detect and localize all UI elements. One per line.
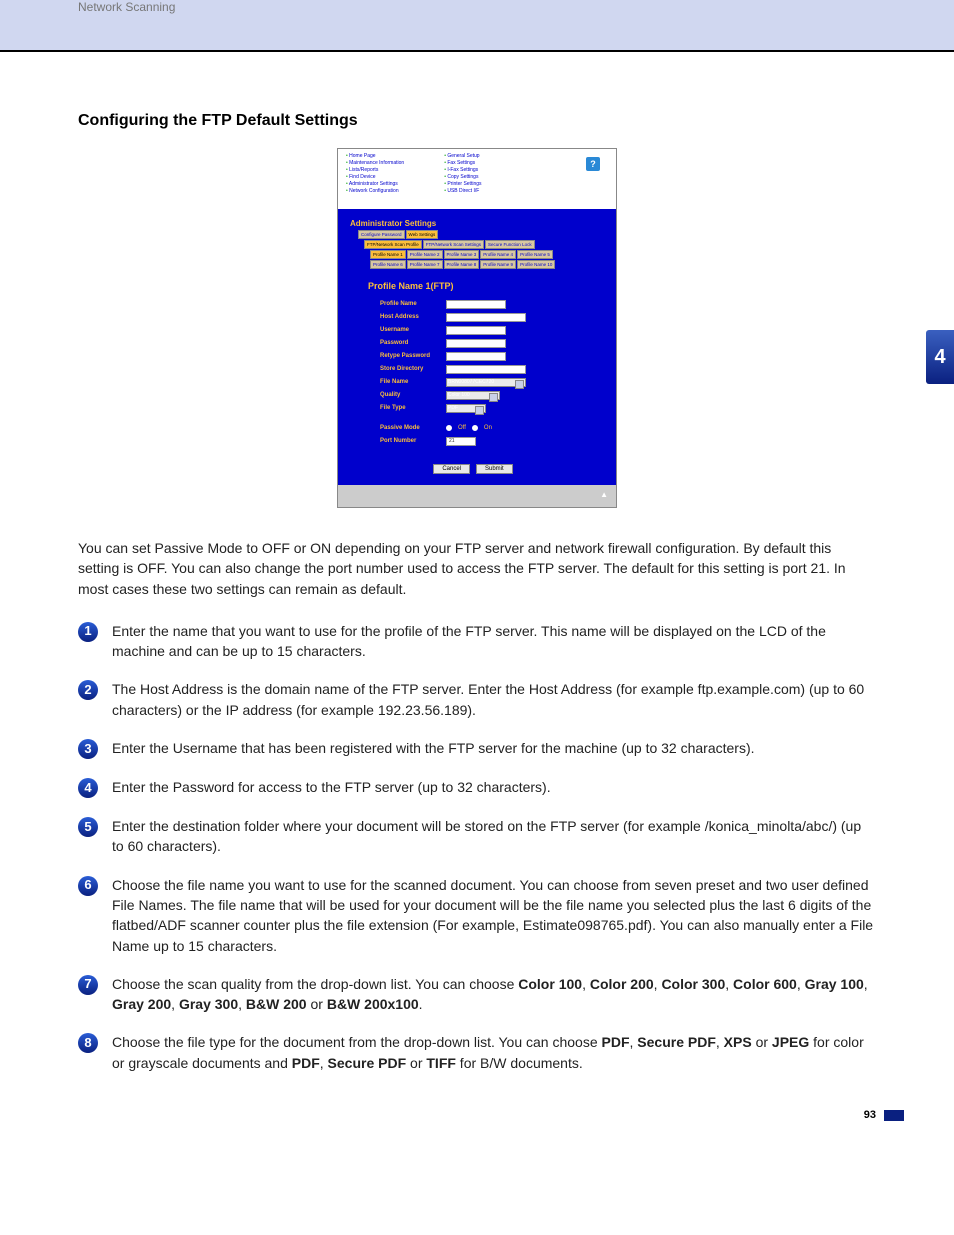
step-list: 1 Enter the name that you want to use for… (78, 621, 876, 1073)
step-text: The Host Address is the domain name of t… (112, 679, 876, 720)
step-number: 5 (78, 817, 98, 837)
step-number: 2 (78, 680, 98, 700)
passive-on-radio[interactable] (472, 425, 478, 431)
profile-name-input[interactable] (446, 300, 506, 309)
scroll-top-icon: ▲ (600, 490, 608, 499)
step-text: Choose the file name you want to use for… (112, 875, 876, 956)
admin-settings-title: Administrator Settings (350, 219, 566, 228)
chapter-tab: 4 (926, 330, 954, 384)
step-number: 8 (78, 1033, 98, 1053)
step-number: 6 (78, 876, 98, 896)
quality-select[interactable]: Color 100 (446, 391, 500, 400)
step-item: 4 Enter the Password for access to the FT… (78, 777, 876, 798)
intro-paragraph: You can set Passive Mode to OFF or ON de… (78, 538, 876, 599)
username-input[interactable] (446, 326, 506, 335)
step-item: 2 The Host Address is the domain name of … (78, 679, 876, 720)
step-item: 5 Enter the destination folder where your… (78, 816, 876, 857)
retype-password-input[interactable] (446, 352, 506, 361)
submit-button[interactable]: Submit (476, 464, 513, 474)
page-number: 93 (864, 1109, 876, 1121)
passive-off-radio[interactable] (446, 425, 452, 431)
step-text: Enter the Username that has been registe… (112, 738, 876, 759)
port-input[interactable]: 21 (446, 437, 476, 446)
host-address-input[interactable] (446, 313, 526, 322)
nav-left-col: Home Page Maintenance Information Lists/… (346, 153, 404, 205)
password-input[interactable] (446, 339, 506, 348)
step-item: 1 Enter the name that you want to use for… (78, 621, 876, 662)
chapter-label: Network Scanning (78, 0, 175, 14)
step-number: 4 (78, 778, 98, 798)
step-text: Choose the scan quality from the drop-do… (112, 974, 876, 1015)
step-item: 8 Choose the file type for the document f… (78, 1032, 876, 1073)
store-directory-input[interactable] (446, 365, 526, 374)
profile-heading: Profile Name 1(FTP) (368, 281, 566, 291)
step-text: Choose the file type for the document fr… (112, 1032, 876, 1073)
step-item: 3 Enter the Username that has been regist… (78, 738, 876, 759)
step-number: 3 (78, 739, 98, 759)
step-item: 7 Choose the scan quality from the drop-d… (78, 974, 876, 1015)
step-number: 1 (78, 622, 98, 642)
step-number: 7 (78, 975, 98, 995)
step-text: Enter the Password for access to the FTP… (112, 777, 876, 798)
help-icon: ? (586, 157, 600, 171)
step-text: Enter the destination folder where your … (112, 816, 876, 857)
step-item: 6 Choose the file name you want to use fo… (78, 875, 876, 956)
step-text: Enter the name that you want to use for … (112, 621, 876, 662)
file-type-select[interactable]: PDF (446, 404, 486, 413)
cancel-button[interactable]: Cancel (433, 464, 470, 474)
footer-bar-icon (884, 1110, 904, 1121)
settings-screenshot: Home Page Maintenance Information Lists/… (337, 148, 617, 508)
section-heading: Configuring the FTP Default Settings (78, 112, 954, 130)
file-name-select[interactable]: BRN008077CEC720 (446, 378, 526, 387)
nav-right-col: General Setup Fax Settings I-Fax Setting… (444, 153, 481, 205)
